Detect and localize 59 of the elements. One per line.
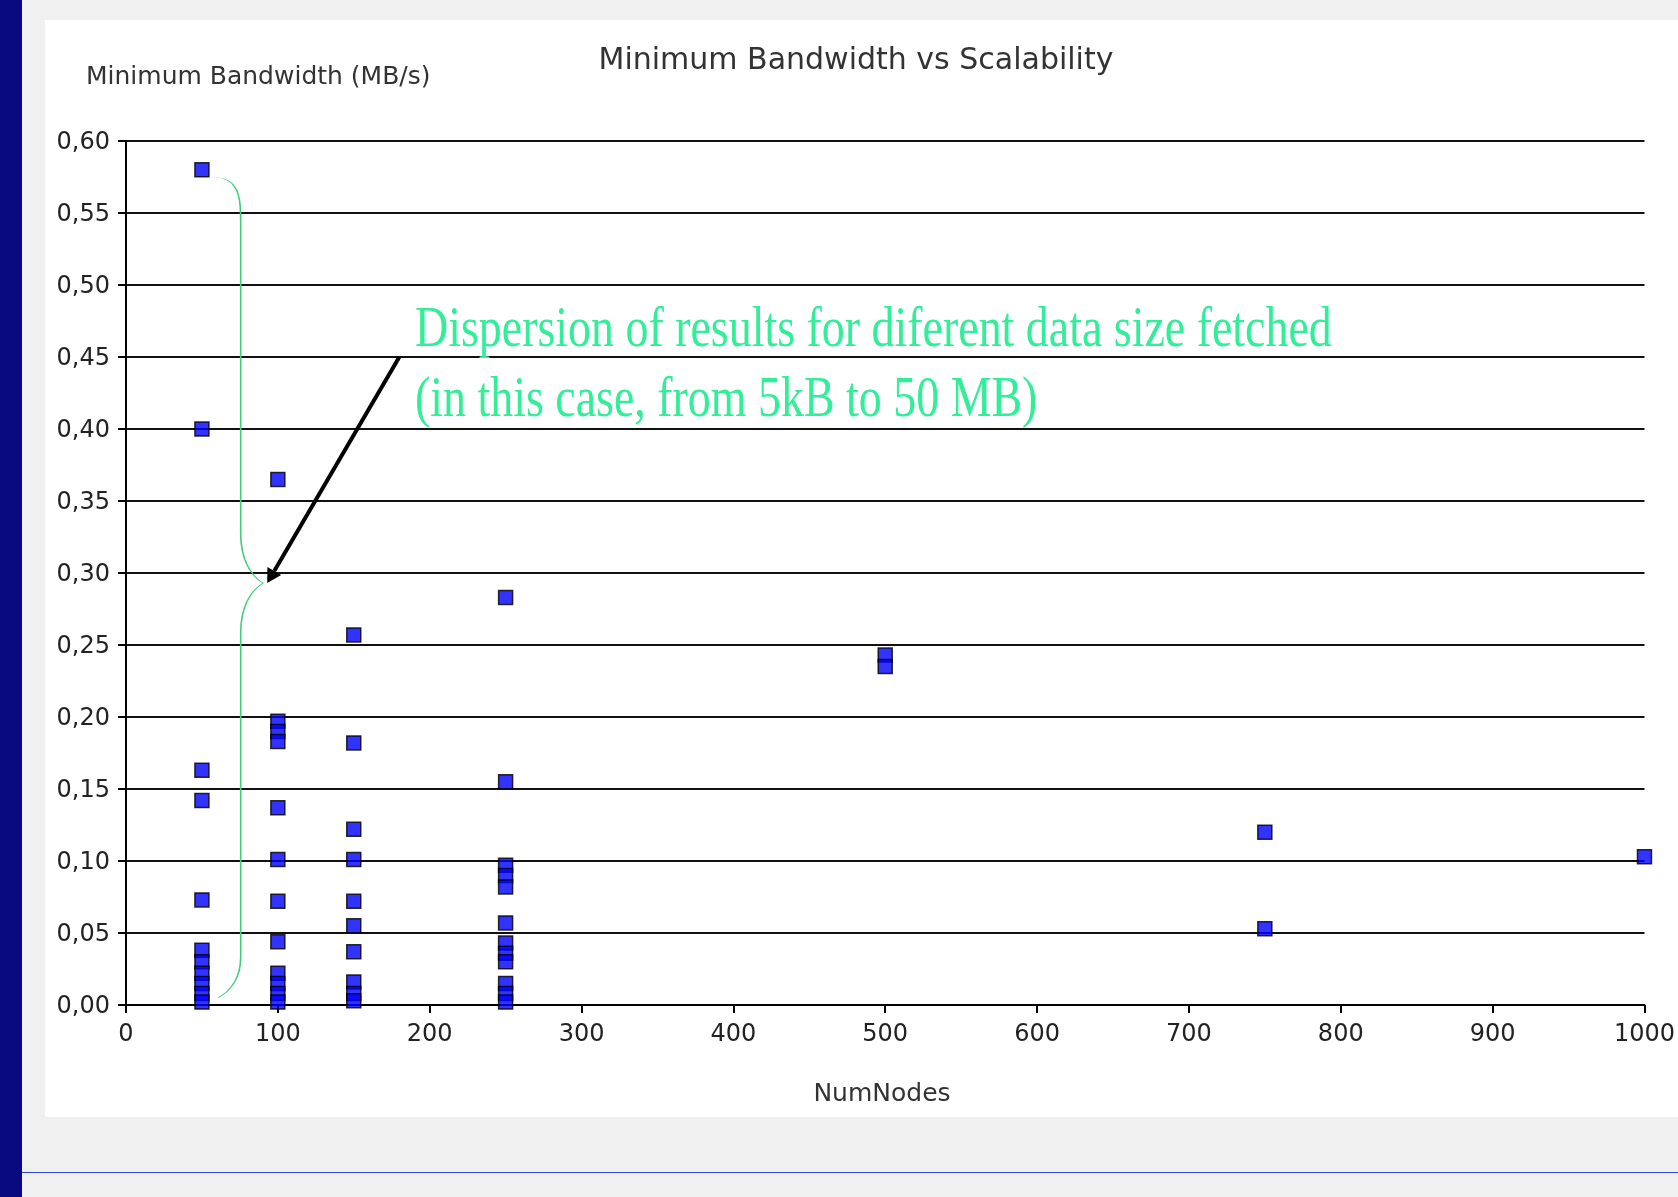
x-tick-label: 700	[1166, 1019, 1212, 1047]
point	[194, 162, 210, 178]
x-tick-label: 0	[118, 1019, 134, 1047]
annotation: Dispersion of results for diferent data size fetched (in this case, from 5kB to 50 MB)	[414, 295, 1332, 431]
x-tick-label: 500	[862, 1019, 909, 1047]
point	[270, 471, 286, 488]
point	[270, 799, 286, 816]
point	[346, 918, 362, 934]
y-tick-label: 0,55	[56, 199, 110, 227]
point	[270, 933, 286, 950]
point	[346, 851, 362, 868]
y-tick-label: 0,40	[56, 415, 110, 443]
point	[270, 851, 286, 868]
x-tick-label: 1000	[1613, 1019, 1675, 1047]
point	[346, 943, 362, 960]
point	[877, 658, 893, 675]
y-tick-label: 0,25	[56, 631, 110, 659]
y-tick-label: 0,60	[56, 127, 110, 155]
x-tick-label: 800	[1317, 1019, 1364, 1047]
point	[270, 733, 286, 750]
y-tick-label: 0,30	[56, 559, 110, 587]
point	[346, 627, 362, 643]
chart-title: Minimum Bandwidth vs Scalability	[598, 40, 1114, 76]
point	[346, 992, 362, 1009]
y-tick-label: 0,05	[56, 919, 110, 947]
point	[270, 994, 286, 1010]
point	[194, 994, 210, 1010]
point	[497, 589, 514, 606]
x-tick-label: 300	[558, 1019, 605, 1047]
point	[497, 915, 514, 931]
y-tick-label: 0,45	[56, 343, 110, 371]
point	[497, 774, 514, 790]
x-tick-label: 900	[1469, 1019, 1516, 1047]
point	[497, 879, 514, 895]
x-axis-title: NumNodes	[813, 1078, 951, 1107]
x-tick-label: 200	[406, 1019, 453, 1047]
y-tick-label: 0,15	[56, 775, 110, 803]
point	[346, 735, 362, 751]
x-tick-label: 600	[1014, 1019, 1060, 1047]
point	[346, 821, 362, 838]
x-tick-label: 100	[254, 1019, 301, 1047]
point	[270, 893, 286, 910]
point	[1257, 920, 1273, 937]
point	[194, 421, 210, 437]
y-tick-label: 0,10	[56, 847, 110, 875]
point	[194, 792, 210, 809]
point	[1636, 848, 1653, 865]
y-tick-label: 0,50	[56, 271, 110, 299]
x-tick-label: 400	[710, 1019, 757, 1047]
point	[194, 762, 210, 779]
y-tick-label: 0,00	[56, 991, 110, 1019]
y-tick-label: 0,35	[56, 487, 110, 515]
point	[194, 892, 210, 908]
point	[346, 893, 362, 910]
y-tick-label: 0,20	[56, 703, 110, 731]
point	[497, 994, 514, 1010]
point	[1257, 824, 1273, 840]
y-axis-title: Minimum Bandwidth (MB/s)	[86, 61, 431, 90]
point	[497, 954, 514, 970]
